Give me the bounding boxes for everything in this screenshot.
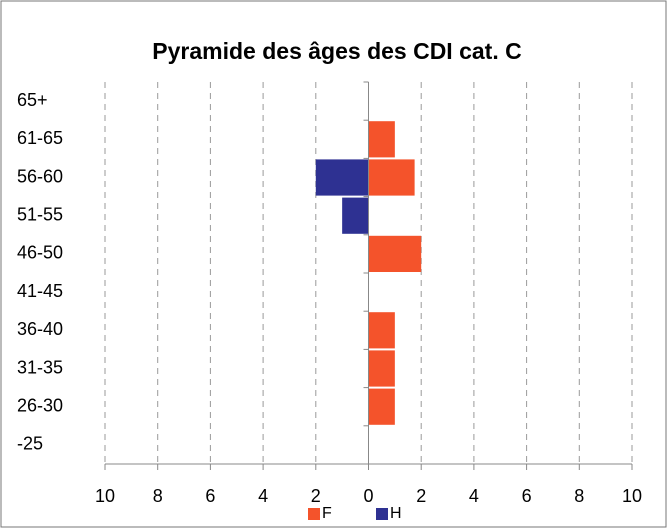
y-tick-label: 46-50 bbox=[17, 243, 63, 263]
bar bbox=[368, 235, 422, 272]
x-tick-label: 2 bbox=[311, 486, 321, 506]
x-tick-label: 8 bbox=[153, 486, 163, 506]
x-tick-label: 0 bbox=[363, 486, 373, 506]
legend-label: F bbox=[322, 505, 332, 522]
x-tick-label: 4 bbox=[258, 486, 268, 506]
bar bbox=[368, 121, 395, 158]
y-tick-label: 26-30 bbox=[17, 395, 63, 415]
chart-title: Pyramide des âges des CDI cat. C bbox=[152, 38, 521, 64]
y-tick-label: -25 bbox=[17, 434, 43, 454]
x-tick-label: 8 bbox=[574, 486, 584, 506]
legend-swatch bbox=[376, 508, 388, 520]
x-tick-label: 4 bbox=[469, 486, 479, 506]
y-tick-label: 61-65 bbox=[17, 128, 63, 148]
y-tick-label: 41-45 bbox=[17, 281, 63, 301]
y-tick-label: 31-35 bbox=[17, 357, 63, 377]
bar bbox=[368, 350, 395, 387]
bar bbox=[315, 159, 369, 196]
x-tick-label: 6 bbox=[522, 486, 532, 506]
x-tick-label: 10 bbox=[622, 486, 642, 506]
y-tick-label: 56-60 bbox=[17, 166, 63, 186]
x-tick-label: 6 bbox=[205, 486, 215, 506]
bar bbox=[368, 159, 415, 196]
y-tick-label: 36-40 bbox=[17, 319, 63, 339]
y-tick-label: 51-55 bbox=[17, 204, 63, 224]
bar bbox=[368, 312, 395, 349]
x-tick-label: 2 bbox=[416, 486, 426, 506]
bar bbox=[342, 197, 369, 234]
y-tick-label: 65+ bbox=[17, 90, 48, 110]
legend-label: H bbox=[390, 505, 402, 522]
legend-swatch bbox=[308, 508, 320, 520]
bar bbox=[368, 388, 395, 425]
x-tick-label: 10 bbox=[95, 486, 115, 506]
